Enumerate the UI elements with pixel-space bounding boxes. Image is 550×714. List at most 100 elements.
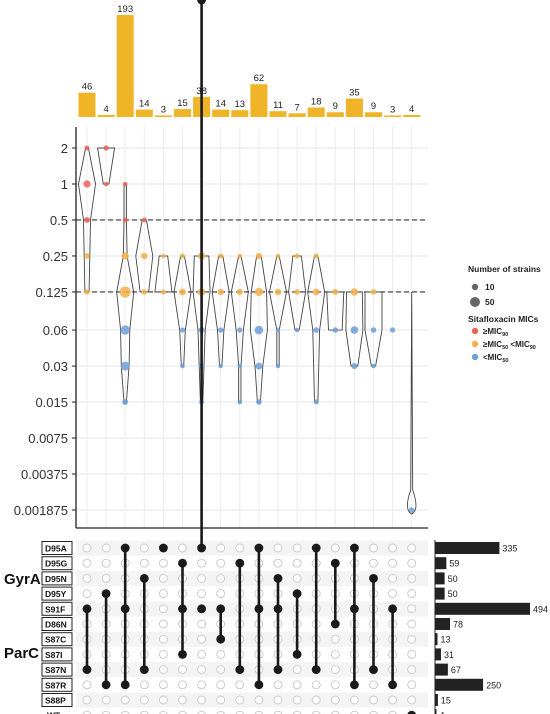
matrix-empty-dot <box>216 710 225 714</box>
intersection-count-label: 9 <box>371 101 376 112</box>
matrix-empty-dot <box>197 665 207 675</box>
set-label-box <box>41 647 73 662</box>
matrix-empty-dot <box>292 573 302 583</box>
matrix-filled-dot <box>120 604 130 614</box>
matrix-filled-dot <box>273 604 283 614</box>
legend-color-dot <box>471 353 479 361</box>
mic-point <box>351 363 358 370</box>
matrix-empty-dot <box>407 680 417 690</box>
mic-violin <box>407 291 417 515</box>
matrix-empty-dot <box>197 589 207 599</box>
matrix-empty-dot <box>216 589 226 599</box>
mic-point <box>275 327 281 333</box>
matrix-empty-dot <box>369 710 378 714</box>
matrix-empty-dot <box>330 543 340 553</box>
mic-point <box>218 363 223 369</box>
matrix-empty-dot <box>101 710 111 714</box>
mic-point <box>389 327 396 333</box>
matrix-empty-dot <box>388 710 397 714</box>
mic-point <box>256 399 262 405</box>
matrix-empty-dot <box>216 543 226 553</box>
matrix-empty-dot <box>350 710 359 714</box>
set-size-label: 335 <box>502 544 517 554</box>
set-label: S88P <box>45 696 66 706</box>
set-size-label: 50 <box>448 589 458 599</box>
matrix-filled-dot <box>197 543 207 553</box>
matrix-empty-dot <box>139 543 149 553</box>
matrix-empty-dot <box>254 710 264 714</box>
matrix-empty-dot <box>158 573 168 583</box>
intersection-count-label: 13 <box>235 99 246 110</box>
set-label: S87R <box>45 680 66 690</box>
matrix-empty-dot <box>158 665 168 675</box>
set-size-label: 250 <box>486 680 501 690</box>
matrix-empty-dot <box>139 558 149 568</box>
mic-point <box>141 252 148 260</box>
matrix-filled-dot <box>235 665 245 674</box>
matrix-filled-dot <box>273 574 283 583</box>
mic-point <box>237 399 243 405</box>
mic-point <box>294 253 300 259</box>
matrix-empty-dot <box>158 649 168 659</box>
matrix-empty-dot <box>197 558 207 568</box>
matrix-empty-dot <box>407 619 417 629</box>
set-size-label: 15 <box>441 696 451 706</box>
legend-color-label: ≥MIC50 <MIC90 <box>483 340 536 351</box>
matrix-filled-dot <box>311 665 321 674</box>
mic-point <box>294 289 300 295</box>
mic-point <box>84 289 90 295</box>
matrix-empty-dot <box>139 680 149 690</box>
set-size-bar <box>435 618 450 630</box>
matrix-filled-dot <box>101 680 111 690</box>
violin-gridlines <box>76 127 428 528</box>
matrix-empty-dot <box>82 589 92 599</box>
matrix-empty-dot <box>349 695 359 705</box>
intersection-bar <box>345 98 363 117</box>
matrix-empty-dot <box>235 710 245 714</box>
matrix-empty-dot <box>407 649 417 659</box>
matrix-filled-dot <box>350 680 359 690</box>
intersection-bar <box>212 109 230 117</box>
matrix-empty-dot <box>178 543 187 553</box>
matrix-filled-dot <box>178 650 187 659</box>
matrix-filled-dot <box>159 543 168 553</box>
set-label: S87N <box>45 665 66 675</box>
matrix-empty-dot <box>311 680 321 690</box>
set-size-bar <box>435 694 438 706</box>
matrix-empty-dot <box>330 680 340 690</box>
y-tick-label: 0.001875 <box>14 503 68 518</box>
matrix-empty-dot <box>101 695 111 705</box>
matrix-filled-dot <box>311 543 321 553</box>
set-label-box <box>41 617 73 631</box>
matrix-empty-dot <box>197 573 207 583</box>
matrix-filled-dot <box>82 665 92 674</box>
matrix-empty-dot <box>120 695 130 705</box>
matrix-empty-dot <box>311 695 321 705</box>
matrix-empty-dot <box>178 695 187 705</box>
matrix-empty-dot <box>407 634 417 644</box>
y-tick-label: 0.00375 <box>21 467 68 482</box>
legend-color-label: <MIC50 <box>483 353 508 364</box>
intersection-bar <box>307 107 325 117</box>
set-label: D86N <box>45 620 67 630</box>
matrix-empty-dot <box>235 543 245 553</box>
matrix-filled-dot <box>178 558 187 568</box>
matrix-empty-dot <box>388 589 398 599</box>
mic-point <box>84 253 90 259</box>
matrix-filled-dot <box>120 680 130 690</box>
matrix-empty-dot <box>292 695 302 705</box>
mic-point <box>217 288 224 296</box>
matrix-empty-dot <box>292 665 302 675</box>
matrix-empty-dot <box>82 695 92 705</box>
matrix-empty-dot <box>216 680 226 690</box>
mic-point <box>370 327 377 333</box>
set-label: D95N <box>45 574 67 584</box>
mic-point <box>254 287 264 297</box>
matrix-empty-dot <box>158 695 168 705</box>
set-size-bar <box>435 587 445 600</box>
set-label-box <box>41 541 73 555</box>
matrix-empty-dot <box>159 710 168 714</box>
matrix-empty-dot <box>158 634 168 644</box>
matrix-empty-dot <box>158 558 168 568</box>
set-size-bar <box>435 648 441 661</box>
